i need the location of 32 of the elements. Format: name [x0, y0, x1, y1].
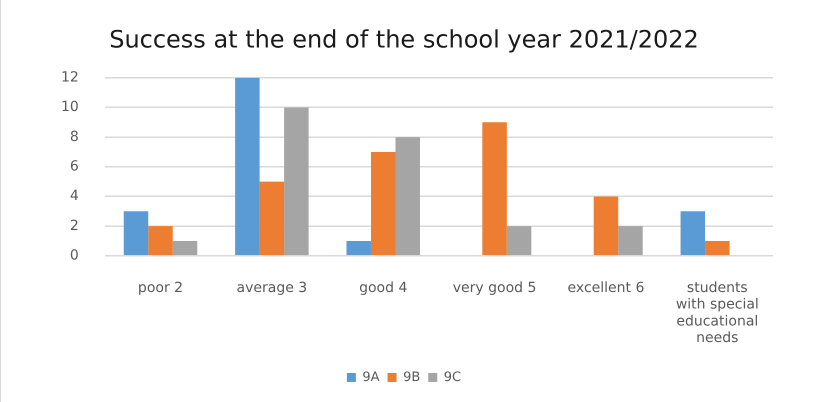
- bar: [370, 152, 396, 256]
- legend-label: 9B: [403, 370, 420, 385]
- bar: [482, 122, 507, 256]
- bar: [705, 240, 730, 256]
- x-tick-label: poor 2: [138, 280, 184, 296]
- x-tick-label: average 3: [236, 280, 308, 296]
- bar: [506, 226, 532, 256]
- bar: [284, 107, 309, 256]
- bar: [680, 211, 706, 256]
- bar: [124, 211, 148, 256]
- x-tick-label: very good 5: [452, 280, 536, 296]
- x-tick-label: students with special educational needs: [676, 280, 759, 346]
- legend-label: 9A: [362, 370, 380, 385]
- y-tick-label: 2: [70, 218, 79, 234]
- bar: [235, 78, 260, 256]
- legend-label: 9C: [444, 370, 462, 385]
- y-tick-label: 6: [70, 158, 79, 174]
- bar: [148, 226, 173, 256]
- y-tick-label: 10: [60, 99, 79, 116]
- y-tick-label: 4: [70, 188, 79, 204]
- bar: [395, 137, 420, 256]
- bar: [346, 240, 371, 256]
- y-tick-label: 12: [60, 69, 79, 86]
- bar: [172, 240, 198, 256]
- x-tick-label: excellent 6: [568, 280, 644, 296]
- y-tick-label: 8: [70, 128, 79, 145]
- bar: [618, 226, 643, 256]
- bar: [594, 196, 618, 256]
- chart-title: Success at the end of the school year 2021/2022: [109, 26, 699, 54]
- x-tick-label: good 4: [359, 280, 408, 296]
- y-tick-label: 0: [70, 247, 79, 264]
- bar: [260, 182, 284, 256]
